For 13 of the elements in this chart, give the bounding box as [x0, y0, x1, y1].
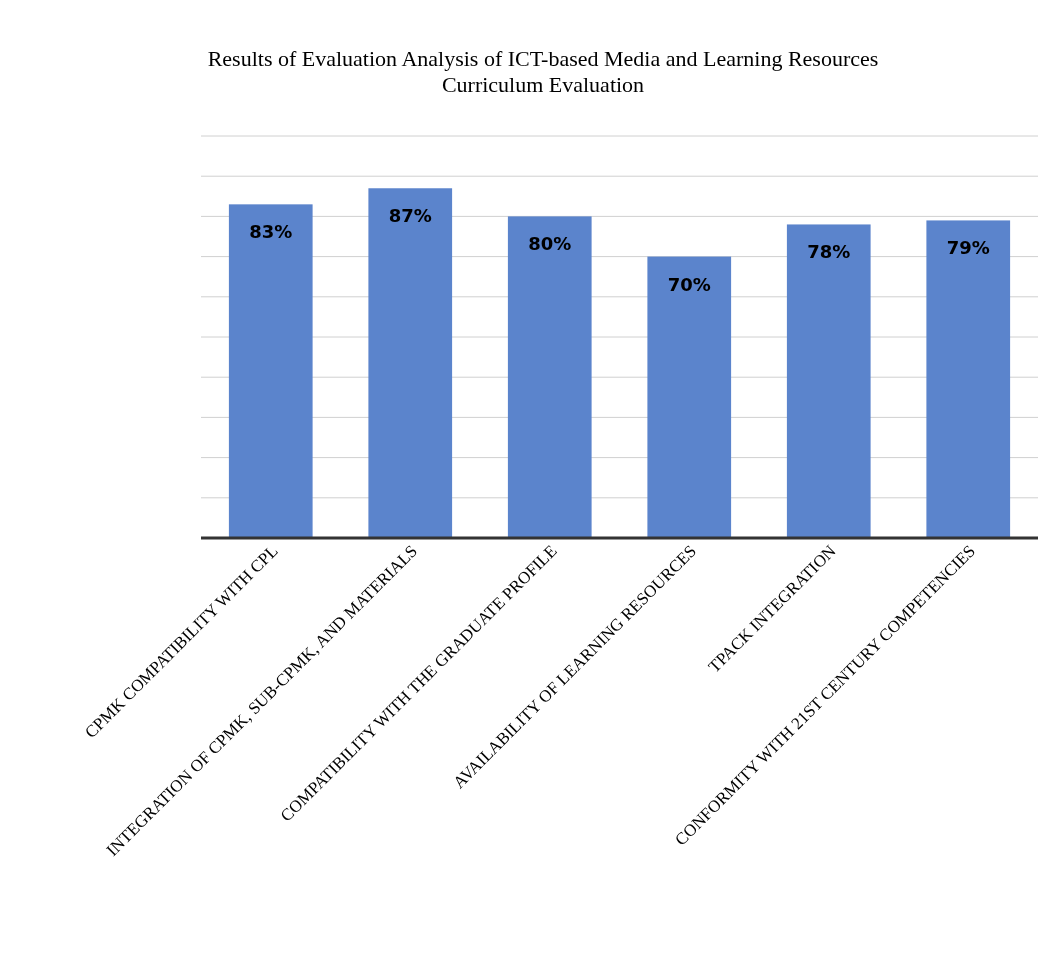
bar [926, 220, 1011, 538]
chart-title: Results of Evaluation Analysis of ICT-based Media and Learning Resources Curriculum Evaluation [207, 46, 879, 97]
data-label: 70% [667, 273, 711, 295]
bar [368, 188, 453, 538]
data-label: 78% [807, 241, 851, 263]
bar [507, 216, 592, 538]
bar [228, 204, 313, 538]
data-label: 87% [388, 205, 432, 227]
data-label: 79% [946, 237, 990, 259]
bar [647, 256, 732, 538]
data-label: 83% [249, 221, 293, 243]
data-label: 80% [528, 233, 572, 255]
bar [786, 224, 871, 538]
